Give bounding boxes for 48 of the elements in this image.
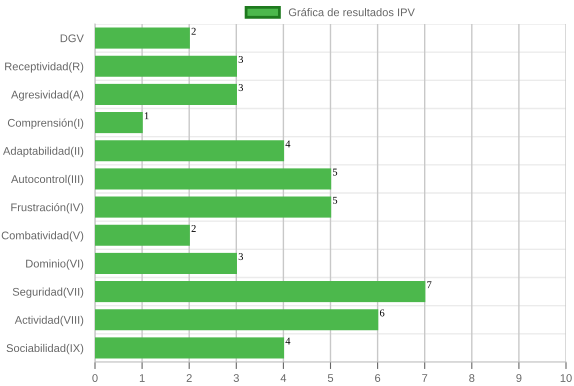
y-tick-label: Receptividad(R) [5, 62, 84, 73]
x-tick-label: 6 [375, 374, 380, 382]
x-tick-label: 10 [560, 374, 572, 382]
bar [95, 140, 284, 162]
data-label: 6 [380, 309, 384, 316]
bar [95, 168, 332, 190]
y-tick-label: Dominio(VI) [26, 259, 84, 270]
bar [95, 224, 190, 246]
x-tick-label: 8 [469, 374, 474, 382]
y-tick-label: Agresividad(A) [11, 90, 84, 101]
bar [95, 281, 426, 302]
data-label: 1 [144, 112, 149, 120]
x-tick-label: 2 [186, 374, 192, 382]
y-tick-label: DGV [60, 34, 84, 42]
bar [95, 56, 237, 77]
legend-label: Gráfica de resultados IPV [288, 8, 415, 16]
data-label: 4 [285, 338, 290, 345]
bar [95, 337, 284, 358]
data-label: 3 [238, 56, 243, 63]
y-tick-label: Frustración(IV) [11, 202, 84, 214]
data-label: 5 [332, 196, 338, 204]
bar [95, 309, 378, 330]
y-tick-label: Adaptabilidad(II) [3, 146, 84, 158]
y-tick-label: Combatividad(V) [2, 231, 84, 242]
bar [95, 84, 237, 105]
bar [95, 252, 237, 274]
y-tick-label: Seguridad(VII) [12, 288, 84, 298]
y-tick-label: Sociabilidad(IX) [6, 344, 84, 354]
y-tick-label: Actividad(VIII) [14, 316, 84, 326]
data-label: 2 [192, 224, 196, 232]
x-tick-label: 0 [92, 374, 98, 382]
data-label: 7 [427, 281, 432, 288]
x-tick-label: 3 [234, 374, 239, 382]
data-label: 2 [192, 28, 196, 35]
x-tick-label: 1 [140, 374, 145, 382]
data-label: 3 [238, 84, 243, 92]
x-tick-label: 7 [422, 374, 428, 382]
x-tick-label: 4 [280, 374, 286, 382]
data-label: 4 [285, 140, 290, 148]
bar [95, 112, 143, 134]
y-tick-label: Autocontrol(III) [11, 174, 84, 186]
bar [95, 196, 332, 218]
x-tick-label: 9 [516, 374, 522, 382]
bar [95, 28, 190, 49]
data-label: 3 [238, 253, 243, 260]
data-label: 5 [332, 168, 338, 176]
x-tick-label: 5 [328, 374, 334, 382]
y-tick-label: Comprensión(I) [8, 118, 84, 129]
